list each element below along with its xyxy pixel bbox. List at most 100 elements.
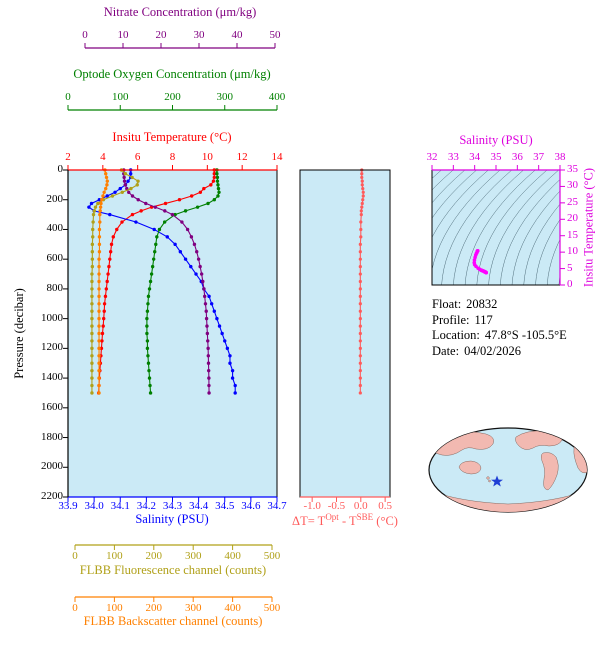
chart-shape <box>162 220 167 224</box>
salinity-tick-label: 34.0 <box>84 500 104 512</box>
chart-shape <box>106 272 110 276</box>
chart-shape <box>136 179 140 183</box>
chart-shape <box>104 175 109 180</box>
temperature-tick-label: 8 <box>169 151 176 163</box>
chart-shape <box>358 369 362 373</box>
oxygen-tick-label: 300 <box>216 91 234 103</box>
chart-shape <box>104 186 108 191</box>
chart-shape <box>432 170 454 191</box>
chart-shape <box>123 183 127 187</box>
chart-shape <box>206 354 211 358</box>
ts-track <box>472 249 488 275</box>
chart-shape <box>139 209 143 213</box>
ts-temperature-tick-label: 0 <box>567 278 573 290</box>
salinity-tick-label: 34.5 <box>215 500 235 512</box>
chart-shape <box>228 361 232 365</box>
oxygen-tick-label: 200 <box>164 91 181 103</box>
series-backscatter <box>97 168 110 395</box>
chart-shape <box>358 294 362 298</box>
series-oxygen <box>145 168 221 395</box>
chart-shape <box>358 383 362 388</box>
series-nitrate <box>122 168 211 395</box>
chart-shape <box>202 186 206 191</box>
series-fluorescence <box>90 168 140 395</box>
chart-shape <box>358 242 362 246</box>
salinity-tick-label: 34.7 <box>267 500 287 512</box>
chart-shape <box>97 250 102 254</box>
nitrate-tick-label: 50 <box>269 29 281 41</box>
chart-shape <box>90 361 94 365</box>
chart-shape <box>90 368 94 373</box>
chart-shape <box>358 354 362 358</box>
chart-shape <box>178 250 183 254</box>
ts-temperature-tick-label: 25 <box>567 195 578 208</box>
chart-shape <box>207 376 211 380</box>
chart-shape <box>177 198 182 202</box>
series-salinity <box>87 168 237 395</box>
chart-shape <box>90 257 95 261</box>
chart-shape <box>122 175 126 180</box>
chart-shape <box>123 172 128 176</box>
chart-shape <box>146 361 151 365</box>
chart-shape <box>212 198 216 202</box>
chart-shape <box>97 302 101 306</box>
chart-shape <box>97 339 101 343</box>
oxygen-axis-title: Optode Oxygen Concentration (μm/kg) <box>73 67 271 81</box>
chart-shape <box>97 287 101 291</box>
chart-shape <box>108 250 113 254</box>
delta-t-title-prefix: ΔT= T <box>292 514 326 529</box>
ts_salinity-tick-label: 32 <box>426 151 438 163</box>
chart-shape <box>97 309 101 313</box>
chart-shape <box>147 287 152 291</box>
chart-shape <box>99 346 104 351</box>
pressure-tick-label: 2200 <box>41 490 63 502</box>
backscatter-tick-label: 100 <box>106 602 123 614</box>
chart-shape <box>90 354 94 358</box>
chart-shape <box>145 309 150 313</box>
map-landmass-australia <box>458 460 482 475</box>
nitrate-tick-label: 40 <box>231 29 243 41</box>
chart-shape <box>361 194 365 198</box>
chart-shape <box>361 190 365 194</box>
chart-shape <box>212 175 216 180</box>
chart-shape <box>205 331 210 336</box>
ts_salinity-tick-label: 34 <box>469 151 481 163</box>
chart-shape <box>163 209 167 213</box>
chart-shape <box>453 170 524 285</box>
nitrate-tick-label: 30 <box>193 29 205 41</box>
chart-shape <box>209 302 214 306</box>
chart-shape <box>358 287 362 291</box>
chart-shape <box>180 220 184 224</box>
chart-shape <box>130 175 134 180</box>
chart-shape <box>149 272 154 276</box>
chart-shape <box>91 235 95 239</box>
chart-shape <box>129 186 133 191</box>
chart-shape <box>230 376 235 380</box>
temperature-tick-label: 2 <box>65 151 71 163</box>
chart-shape <box>358 309 362 313</box>
chart-shape <box>220 331 224 336</box>
chart-shape <box>358 324 362 328</box>
chart-shape <box>111 235 115 239</box>
fluorescence-tick-label: 300 <box>184 550 202 562</box>
date-label: Date: <box>432 343 460 358</box>
chart-shape <box>108 257 112 261</box>
chart-shape <box>145 324 149 328</box>
chart-shape <box>202 287 206 291</box>
chart-shape <box>108 212 112 217</box>
salinity-tick-label: 34.2 <box>136 500 156 512</box>
chart-shape <box>360 179 364 183</box>
chart-shape <box>97 368 101 373</box>
chart-shape <box>360 172 364 176</box>
chart-shape <box>90 272 94 276</box>
backscatter-tick-label: 400 <box>224 602 241 614</box>
chart-shape <box>89 201 94 206</box>
chart-shape <box>105 279 109 284</box>
chart-shape <box>146 354 150 358</box>
chart-shape <box>107 264 111 269</box>
chart-shape <box>476 170 548 285</box>
fluorescence-axis-title: FLBB Fluorescence channel (counts) <box>79 563 267 577</box>
chart-shape <box>361 186 365 191</box>
float-id-label: Float: <box>432 297 462 311</box>
